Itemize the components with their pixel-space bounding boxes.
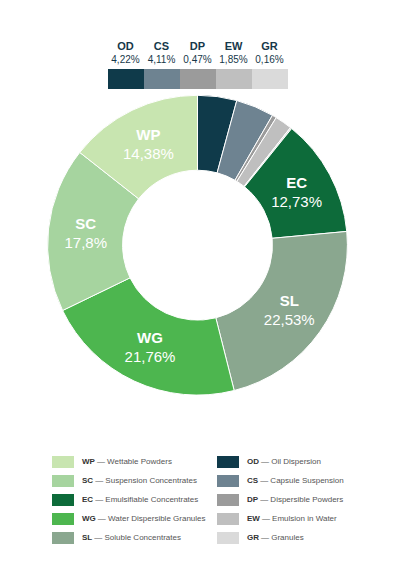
html-text:0,47%: 0,47% [183, 54, 212, 65]
html-text:DP: DP [189, 40, 206, 52]
html-text:0,16%: 0,16% [255, 54, 284, 65]
html-text:CS — Capsule Suspension: CS — Capsule Suspension [247, 476, 344, 485]
svg-text:SC17,8%: SC17,8% [64, 215, 107, 252]
html-text:1,85%: 1,85% [219, 54, 248, 65]
svg-text:WP14,38%: WP14,38% [123, 126, 174, 163]
html-text:CS: CS [153, 40, 170, 52]
html-text:SL — Soluble Concentrates: SL — Soluble Concentrates [82, 533, 181, 542]
html-text:SC — Suspension Concentrates: SC — Suspension Concentrates [82, 476, 197, 485]
html-text:OD — Oil Dispersion: OD — Oil Dispersion [247, 457, 321, 466]
svg-text:EC12,73%: EC12,73% [271, 174, 322, 211]
html-text:DP — Dispersible Powders: DP — Dispersible Powders [247, 495, 344, 504]
html-text:GR: GR [261, 40, 278, 52]
svg-text:WG21,76%: WG21,76% [125, 329, 176, 366]
html-text:GR — Granules: GR — Granules [247, 533, 304, 542]
svg-text:SL22,53%: SL22,53% [264, 292, 315, 329]
html-text:EW — Emulsion in Water: EW — Emulsion in Water [247, 514, 337, 523]
html-text:4,11%: 4,11% [147, 54, 176, 65]
html-text:WG — Water Dispersible Granule: WG — Water Dispersible Granules [82, 514, 206, 523]
html-text:WP — Wettable Powders: WP — Wettable Powders [82, 457, 172, 466]
html-text:4,22%: 4,22% [111, 54, 140, 65]
html-text:EC — Emulsifiable Concentrates: EC — Emulsifiable Concentrates [82, 495, 199, 504]
html-text:EW: EW [224, 40, 243, 52]
html-text:OD: OD [117, 40, 134, 52]
